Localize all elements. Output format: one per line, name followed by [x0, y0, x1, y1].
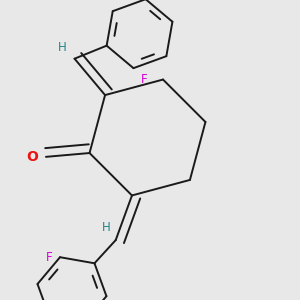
Text: H: H	[102, 221, 111, 234]
Text: F: F	[46, 251, 52, 264]
Text: O: O	[27, 150, 38, 164]
Text: H: H	[58, 41, 67, 54]
Text: F: F	[141, 73, 148, 86]
